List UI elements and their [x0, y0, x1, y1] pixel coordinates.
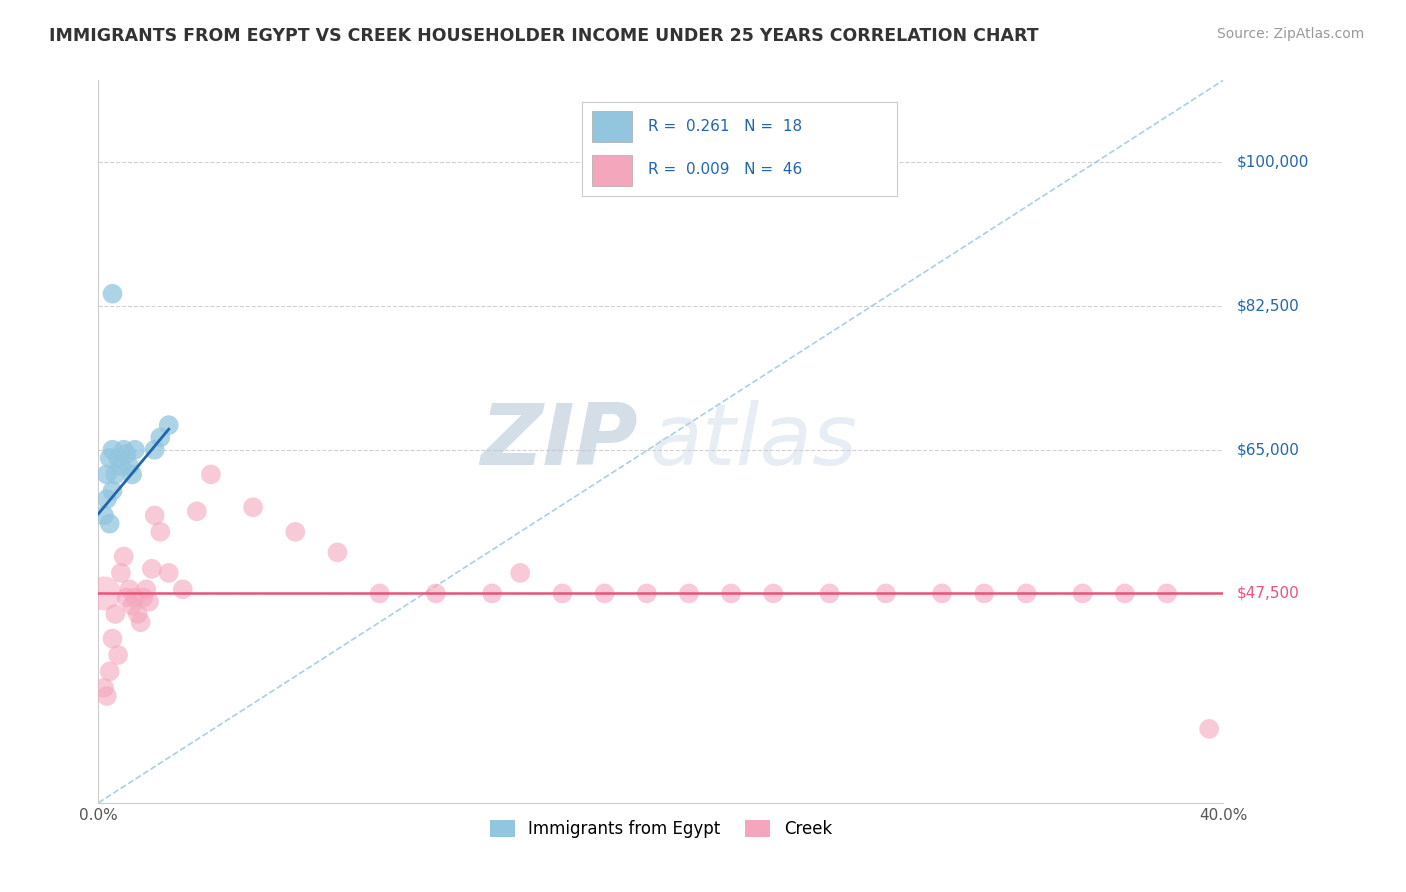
- Point: [98, 516, 121, 531]
- Point: [104, 467, 127, 482]
- Point: [593, 586, 616, 600]
- Point: [720, 586, 742, 600]
- Point: [1114, 586, 1136, 600]
- Text: atlas: atlas: [650, 400, 858, 483]
- Point: [875, 586, 897, 600]
- Text: $47,500: $47,500: [1237, 586, 1301, 601]
- Point: [678, 586, 700, 600]
- Point: [107, 648, 129, 662]
- Point: [818, 586, 841, 600]
- Point: [115, 447, 138, 461]
- Point: [124, 442, 146, 457]
- Point: [93, 508, 115, 523]
- Point: [96, 689, 118, 703]
- Point: [931, 586, 953, 600]
- Point: [96, 491, 118, 506]
- Point: [101, 483, 124, 498]
- Point: [112, 549, 135, 564]
- Point: [118, 582, 141, 597]
- Point: [98, 450, 121, 465]
- Point: [172, 582, 194, 597]
- Point: [93, 586, 115, 600]
- Text: Source: ZipAtlas.com: Source: ZipAtlas.com: [1216, 27, 1364, 41]
- Point: [101, 286, 124, 301]
- Text: $82,500: $82,500: [1237, 299, 1301, 314]
- Point: [115, 591, 138, 605]
- Point: [141, 562, 163, 576]
- Point: [129, 615, 152, 630]
- Point: [104, 607, 127, 621]
- Point: [551, 586, 574, 600]
- Point: [509, 566, 531, 580]
- Text: $100,000: $100,000: [1237, 155, 1309, 169]
- Point: [101, 442, 124, 457]
- Point: [973, 586, 995, 600]
- Point: [149, 524, 172, 539]
- Point: [1198, 722, 1220, 736]
- Point: [110, 566, 132, 580]
- Point: [143, 508, 166, 523]
- Point: [112, 442, 135, 457]
- Point: [200, 467, 222, 482]
- Text: IMMIGRANTS FROM EGYPT VS CREEK HOUSEHOLDER INCOME UNDER 25 YEARS CORRELATION CHA: IMMIGRANTS FROM EGYPT VS CREEK HOUSEHOLD…: [49, 27, 1039, 45]
- Point: [157, 418, 180, 433]
- Point: [96, 467, 118, 482]
- Point: [124, 591, 146, 605]
- Text: $65,000: $65,000: [1237, 442, 1301, 458]
- Text: ZIP: ZIP: [481, 400, 638, 483]
- Point: [186, 504, 208, 518]
- Point: [138, 594, 160, 608]
- Legend: Immigrants from Egypt, Creek: Immigrants from Egypt, Creek: [484, 814, 838, 845]
- Point: [762, 586, 785, 600]
- Point: [121, 599, 143, 613]
- Point: [107, 450, 129, 465]
- Point: [368, 586, 391, 600]
- Point: [101, 632, 124, 646]
- Point: [135, 582, 157, 597]
- Point: [425, 586, 447, 600]
- Point: [481, 586, 503, 600]
- Point: [127, 607, 149, 621]
- Point: [132, 591, 155, 605]
- Point: [118, 459, 141, 474]
- Point: [636, 586, 658, 600]
- Point: [1156, 586, 1178, 600]
- Point: [93, 681, 115, 695]
- Point: [98, 665, 121, 679]
- Point: [242, 500, 264, 515]
- Point: [1071, 586, 1094, 600]
- Point: [110, 459, 132, 474]
- Point: [121, 467, 143, 482]
- Point: [326, 545, 349, 559]
- Point: [143, 442, 166, 457]
- Point: [157, 566, 180, 580]
- Point: [149, 430, 172, 444]
- Point: [284, 524, 307, 539]
- Point: [1015, 586, 1038, 600]
